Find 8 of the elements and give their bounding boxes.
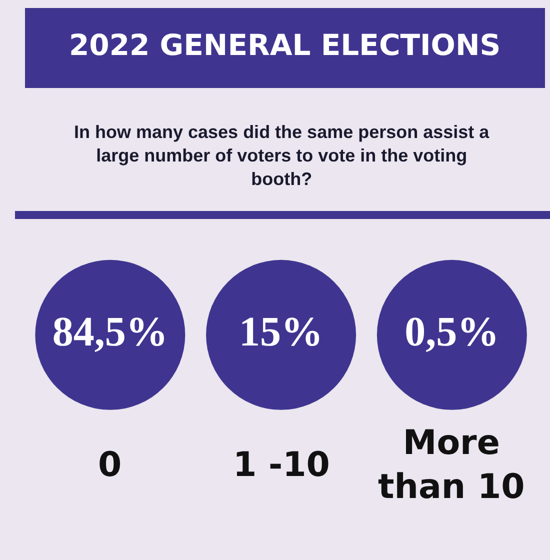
category-label: 0: [98, 445, 122, 485]
data-label: 0,5%: [404, 309, 500, 356]
text: 2022 GENERAL ELECTIONS: [69, 28, 501, 62]
text: In how many cases did the same person assist a large number of voters to vote in the voting booth?: [74, 122, 490, 189]
category-label: 1 -10: [233, 445, 330, 485]
data-label: 84,5%: [52, 309, 168, 356]
data-label: 15%: [239, 309, 324, 356]
category-label: More than 10: [378, 423, 525, 508]
